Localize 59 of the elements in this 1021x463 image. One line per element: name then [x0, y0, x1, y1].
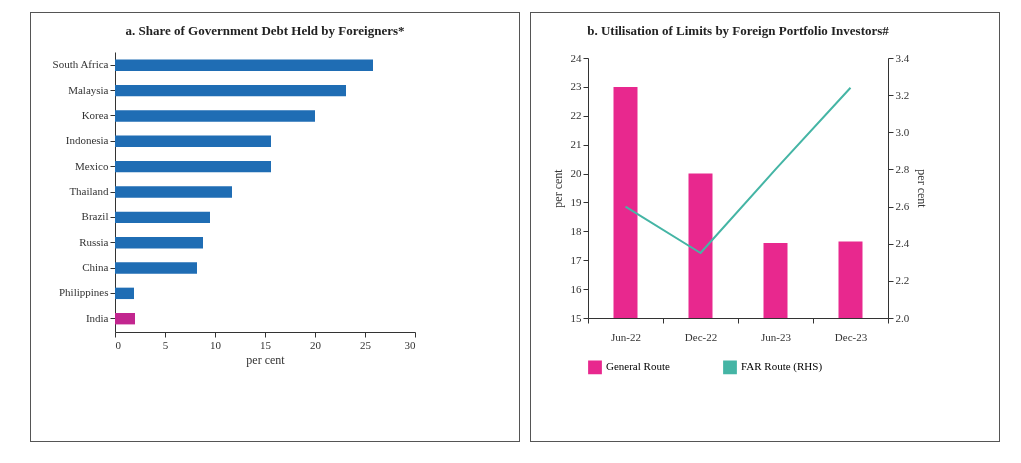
bar	[115, 211, 210, 224]
bar	[115, 236, 203, 249]
line-series	[624, 86, 852, 254]
legend-label: General Route	[606, 360, 670, 373]
y-tick-label: Indonesia	[65, 134, 109, 147]
y-tick-label: 21	[570, 138, 582, 151]
x-tick-label: 30	[404, 338, 416, 351]
bar	[115, 313, 135, 325]
y-tick-label: Mexico	[74, 159, 109, 172]
y2-tick-label: 3.4	[895, 51, 910, 64]
y2-tick-label: 2.6	[895, 200, 910, 213]
chart-title: a. Share of Government Debt Held by Foreigners*	[125, 23, 405, 38]
x-tick-label: 20	[310, 338, 322, 351]
bar	[115, 84, 346, 97]
x-tick-label: Jun-23	[761, 330, 792, 343]
y2-tick-label: 2.4	[895, 237, 910, 250]
y-tick-label: 23	[570, 80, 582, 93]
x-tick-label: Dec-23	[834, 330, 868, 343]
x-tick-label: Dec-22	[684, 330, 718, 343]
y-tick-label: China	[82, 261, 109, 274]
bar	[115, 135, 271, 148]
y2-tick-label: 2.8	[895, 162, 910, 175]
y-tick-label: Philippines	[58, 286, 109, 299]
y-tick-label: 16	[570, 282, 582, 295]
x-tick-label: 15	[260, 338, 272, 351]
y-tick-label: 24	[570, 51, 582, 64]
y-axis-title: per cent	[550, 168, 565, 208]
y-tick-label: South Africa	[52, 58, 109, 71]
y-tick-label: Malaysia	[68, 83, 109, 96]
bar	[115, 287, 134, 300]
x-tick-label: 5	[162, 338, 169, 351]
bar	[115, 59, 373, 71]
y2-tick-label: 2.2	[895, 274, 910, 287]
x-axis-title: per cent	[246, 352, 286, 367]
y-tick-label: Brazil	[81, 210, 109, 223]
bar	[115, 186, 232, 198]
y2-tick-label: 3.0	[895, 125, 910, 138]
y-tick-label: Thailand	[69, 185, 109, 197]
y2-tick-label: 3.2	[895, 88, 910, 101]
y-tick-label: 17	[570, 253, 582, 266]
y-tick-label: 19	[570, 195, 582, 208]
y-tick-label: 18	[570, 224, 582, 237]
y-tick-label: Korea	[81, 108, 109, 121]
x-tick-label: Jun-22	[611, 330, 641, 343]
y-tick-label: 20	[570, 167, 582, 180]
x-tick-label: 25	[360, 338, 372, 351]
x-tick-label: 10	[210, 338, 222, 351]
chart-title: b. Utilisation of Limits by Foreign Portfolio Investors#	[587, 23, 890, 38]
bar	[115, 110, 315, 122]
y2-tick-label: 2.0	[895, 311, 910, 324]
bar	[115, 160, 271, 173]
y-tick-label: Russia	[79, 235, 109, 248]
y-tick-label: 15	[570, 311, 582, 324]
y-tick-label: India	[85, 311, 109, 324]
bar	[115, 262, 197, 274]
x-tick-label: 0	[115, 338, 122, 351]
legend-label: FAR Route (RHS)	[741, 360, 823, 374]
y2-axis-title: per cent	[915, 169, 930, 209]
y-tick-label: 22	[570, 109, 582, 122]
